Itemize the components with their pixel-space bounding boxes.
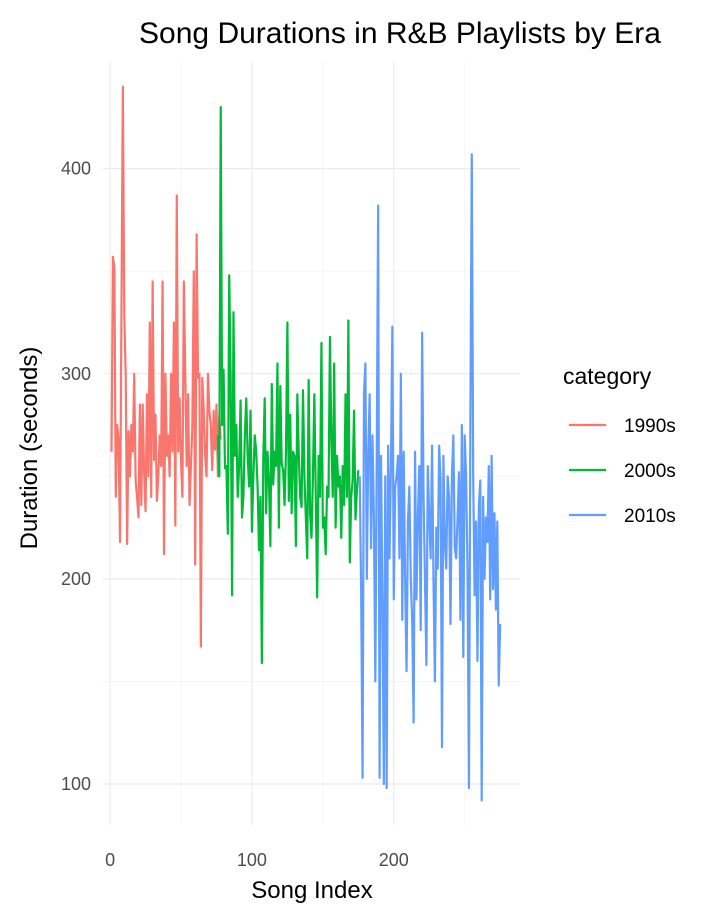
- chart-title: Song Durations in R&B Playlists by Era: [139, 17, 661, 50]
- x-axis-title: Song Index: [251, 877, 372, 904]
- legend-label-2000s: 2000s: [624, 461, 676, 482]
- y-axis-title: Duration (seconds): [16, 347, 43, 550]
- x-tick-label: 100: [237, 850, 267, 870]
- y-tick-label: 300: [61, 364, 91, 384]
- legend: category 1990s 2000s 2010s: [563, 363, 676, 527]
- legend-items: 1990s 2000s 2010s: [569, 416, 676, 527]
- x-tick-label: 0: [105, 850, 115, 870]
- series-line-1990s: [110, 85, 222, 648]
- x-tick-labels: 0 100 200: [105, 850, 409, 870]
- y-tick-label: 100: [61, 774, 91, 794]
- legend-label-1990s: 1990s: [624, 416, 676, 437]
- legend-title: category: [563, 363, 652, 389]
- y-tick-label: 400: [61, 159, 91, 179]
- series-line-2000s: [216, 106, 360, 665]
- y-tick-label: 200: [61, 569, 91, 589]
- legend-label-2010s: 2010s: [624, 506, 676, 527]
- y-tick-labels: 100 200 300 400: [61, 159, 91, 794]
- series-lines: [110, 85, 502, 802]
- x-tick-label: 200: [379, 850, 409, 870]
- series-line-2010s: [358, 153, 502, 802]
